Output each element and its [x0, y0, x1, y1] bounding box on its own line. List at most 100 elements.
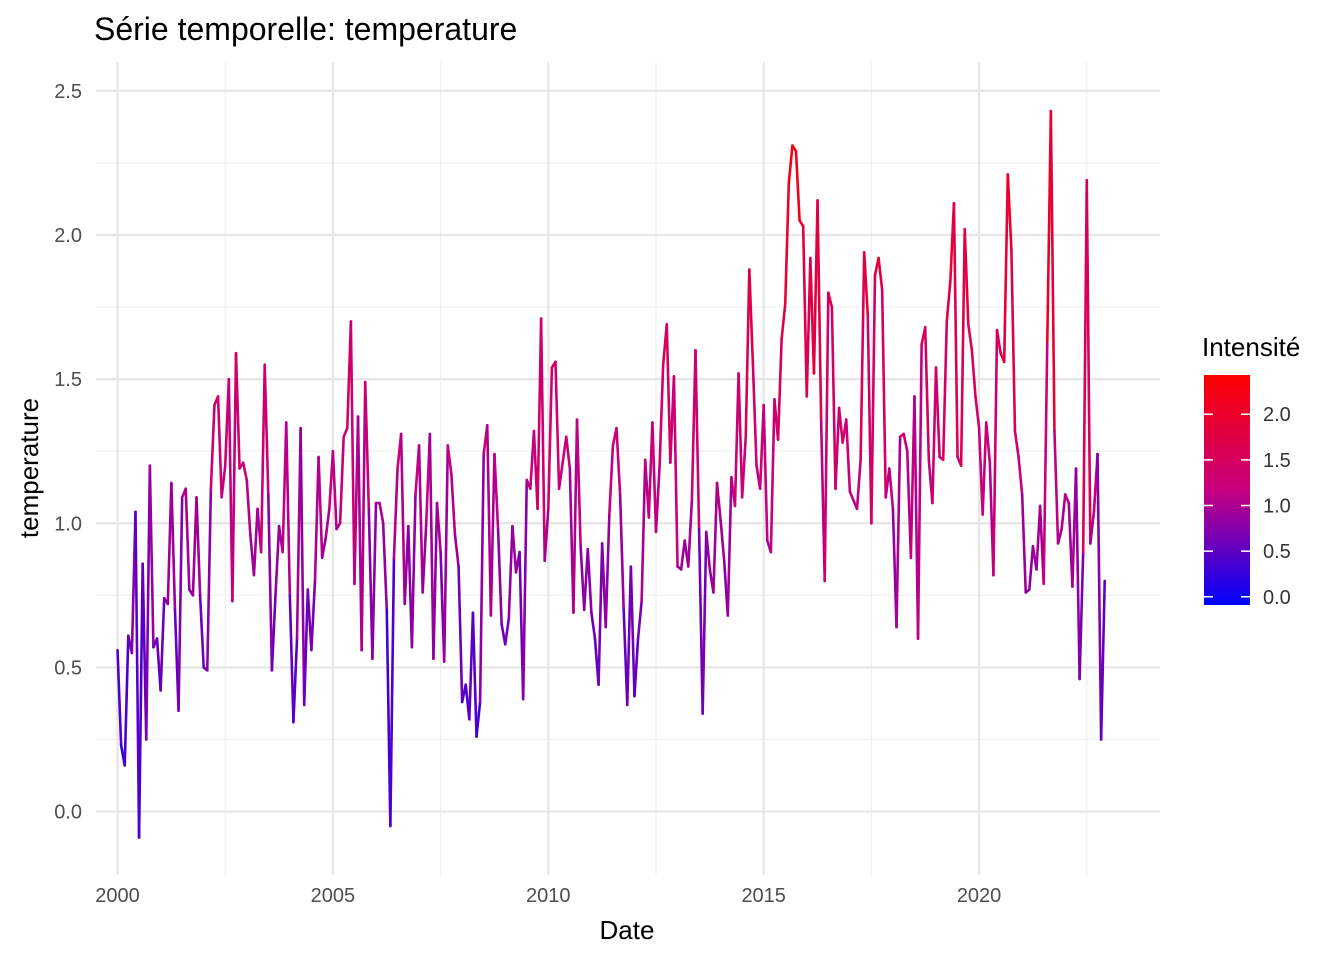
legend-tick-label: 1.0	[1263, 496, 1291, 518]
series-segment	[342, 426, 349, 439]
series-line	[116, 109, 1107, 839]
series-segment	[834, 406, 841, 490]
series-segment	[313, 455, 320, 583]
series-segment	[493, 452, 500, 531]
series-segment	[220, 464, 227, 499]
series-segment	[880, 288, 888, 499]
series-segment	[618, 493, 625, 612]
series-segment	[712, 481, 719, 594]
color-legend: Intensité 0.0 0.5 1.0 1.5 2.0	[1202, 332, 1300, 609]
legend-tick-label: 0.0	[1263, 587, 1291, 609]
series-segment	[471, 611, 478, 738]
series-segment	[590, 611, 597, 640]
series-segment	[485, 423, 493, 617]
series-segment	[557, 461, 564, 490]
y-tick-label: 0.5	[54, 657, 82, 679]
series-segment	[651, 421, 658, 534]
series-segment	[931, 366, 938, 505]
series-segment	[862, 250, 870, 318]
series-segment	[363, 380, 371, 511]
series-segment	[310, 579, 317, 652]
series-segment	[1053, 429, 1060, 545]
series-segment	[608, 444, 615, 516]
series-segment	[435, 501, 442, 554]
y-tick-label: 1.0	[54, 513, 82, 535]
series-segment	[284, 421, 292, 597]
series-segment	[780, 302, 787, 341]
series-segment	[801, 225, 809, 398]
y-axis-title: temperature	[14, 398, 44, 538]
series-segment	[633, 637, 640, 698]
x-tick-label: 2020	[957, 885, 1002, 907]
series-segment	[252, 507, 259, 577]
series-segment	[769, 398, 776, 554]
series-segment	[184, 487, 191, 591]
series-segment	[923, 325, 931, 462]
series-segment	[640, 458, 647, 603]
series-segment	[417, 444, 424, 594]
series-segment	[205, 487, 213, 672]
series-segment	[288, 594, 295, 724]
series-segment	[934, 366, 941, 459]
y-tick-label: 1.5	[54, 369, 82, 391]
series-segment	[234, 351, 241, 470]
series-segment	[324, 507, 331, 539]
series-segment	[457, 565, 464, 704]
series-segment	[521, 478, 529, 701]
series-segment	[704, 530, 712, 571]
series-segment	[654, 464, 661, 534]
series-segment	[629, 565, 636, 698]
series-segment	[245, 478, 252, 537]
series-segment	[672, 374, 679, 568]
series-segment	[216, 395, 223, 499]
series-segment	[575, 418, 582, 548]
series-segment	[805, 256, 812, 398]
series-segment	[198, 594, 205, 669]
series-segment	[974, 395, 981, 430]
x-axis-ticks: 2000 2005 2010 2015 2020	[95, 885, 1001, 907]
legend-tick-label: 1.5	[1263, 450, 1291, 472]
legend-tick-label: 2.0	[1263, 404, 1291, 426]
series-segment	[737, 372, 744, 499]
series-segment	[399, 432, 407, 606]
series-segment	[137, 562, 144, 839]
series-segment	[1042, 340, 1049, 586]
series-segment	[432, 501, 439, 661]
series-segment	[1002, 173, 1010, 364]
series-segment	[1010, 248, 1017, 433]
series-segment	[1096, 452, 1103, 741]
series-segment	[776, 337, 783, 441]
series-segment	[170, 481, 177, 612]
series-segment	[837, 406, 844, 444]
series-segment	[421, 521, 428, 594]
y-tick-label: 2.5	[54, 81, 82, 103]
series-segment	[597, 542, 604, 687]
series-segment	[263, 363, 270, 496]
series-segment	[941, 320, 949, 462]
series-segment	[392, 467, 399, 560]
series-segment	[331, 449, 338, 531]
series-segment	[1074, 467, 1081, 681]
series-segment	[1099, 579, 1107, 741]
series-segment	[116, 648, 123, 747]
series-segment	[446, 444, 453, 476]
series-segment	[292, 637, 299, 724]
series-segment	[195, 496, 202, 597]
series-segment	[489, 452, 496, 617]
series-segment	[823, 291, 830, 583]
series-segment	[1063, 493, 1071, 505]
series-segment	[159, 596, 166, 692]
series-segment	[547, 366, 554, 511]
x-axis-title: Date	[600, 915, 655, 945]
series-segment	[762, 403, 769, 542]
series-segment	[787, 144, 794, 185]
series-segment	[144, 464, 152, 741]
series-segment	[1049, 109, 1056, 433]
series-segment	[360, 380, 367, 652]
series-segment	[299, 426, 306, 707]
series-segment	[371, 501, 378, 661]
series-segment	[694, 348, 701, 531]
x-tick-label: 2000	[95, 885, 140, 907]
series-segment	[1028, 545, 1035, 591]
series-segment	[816, 199, 823, 421]
